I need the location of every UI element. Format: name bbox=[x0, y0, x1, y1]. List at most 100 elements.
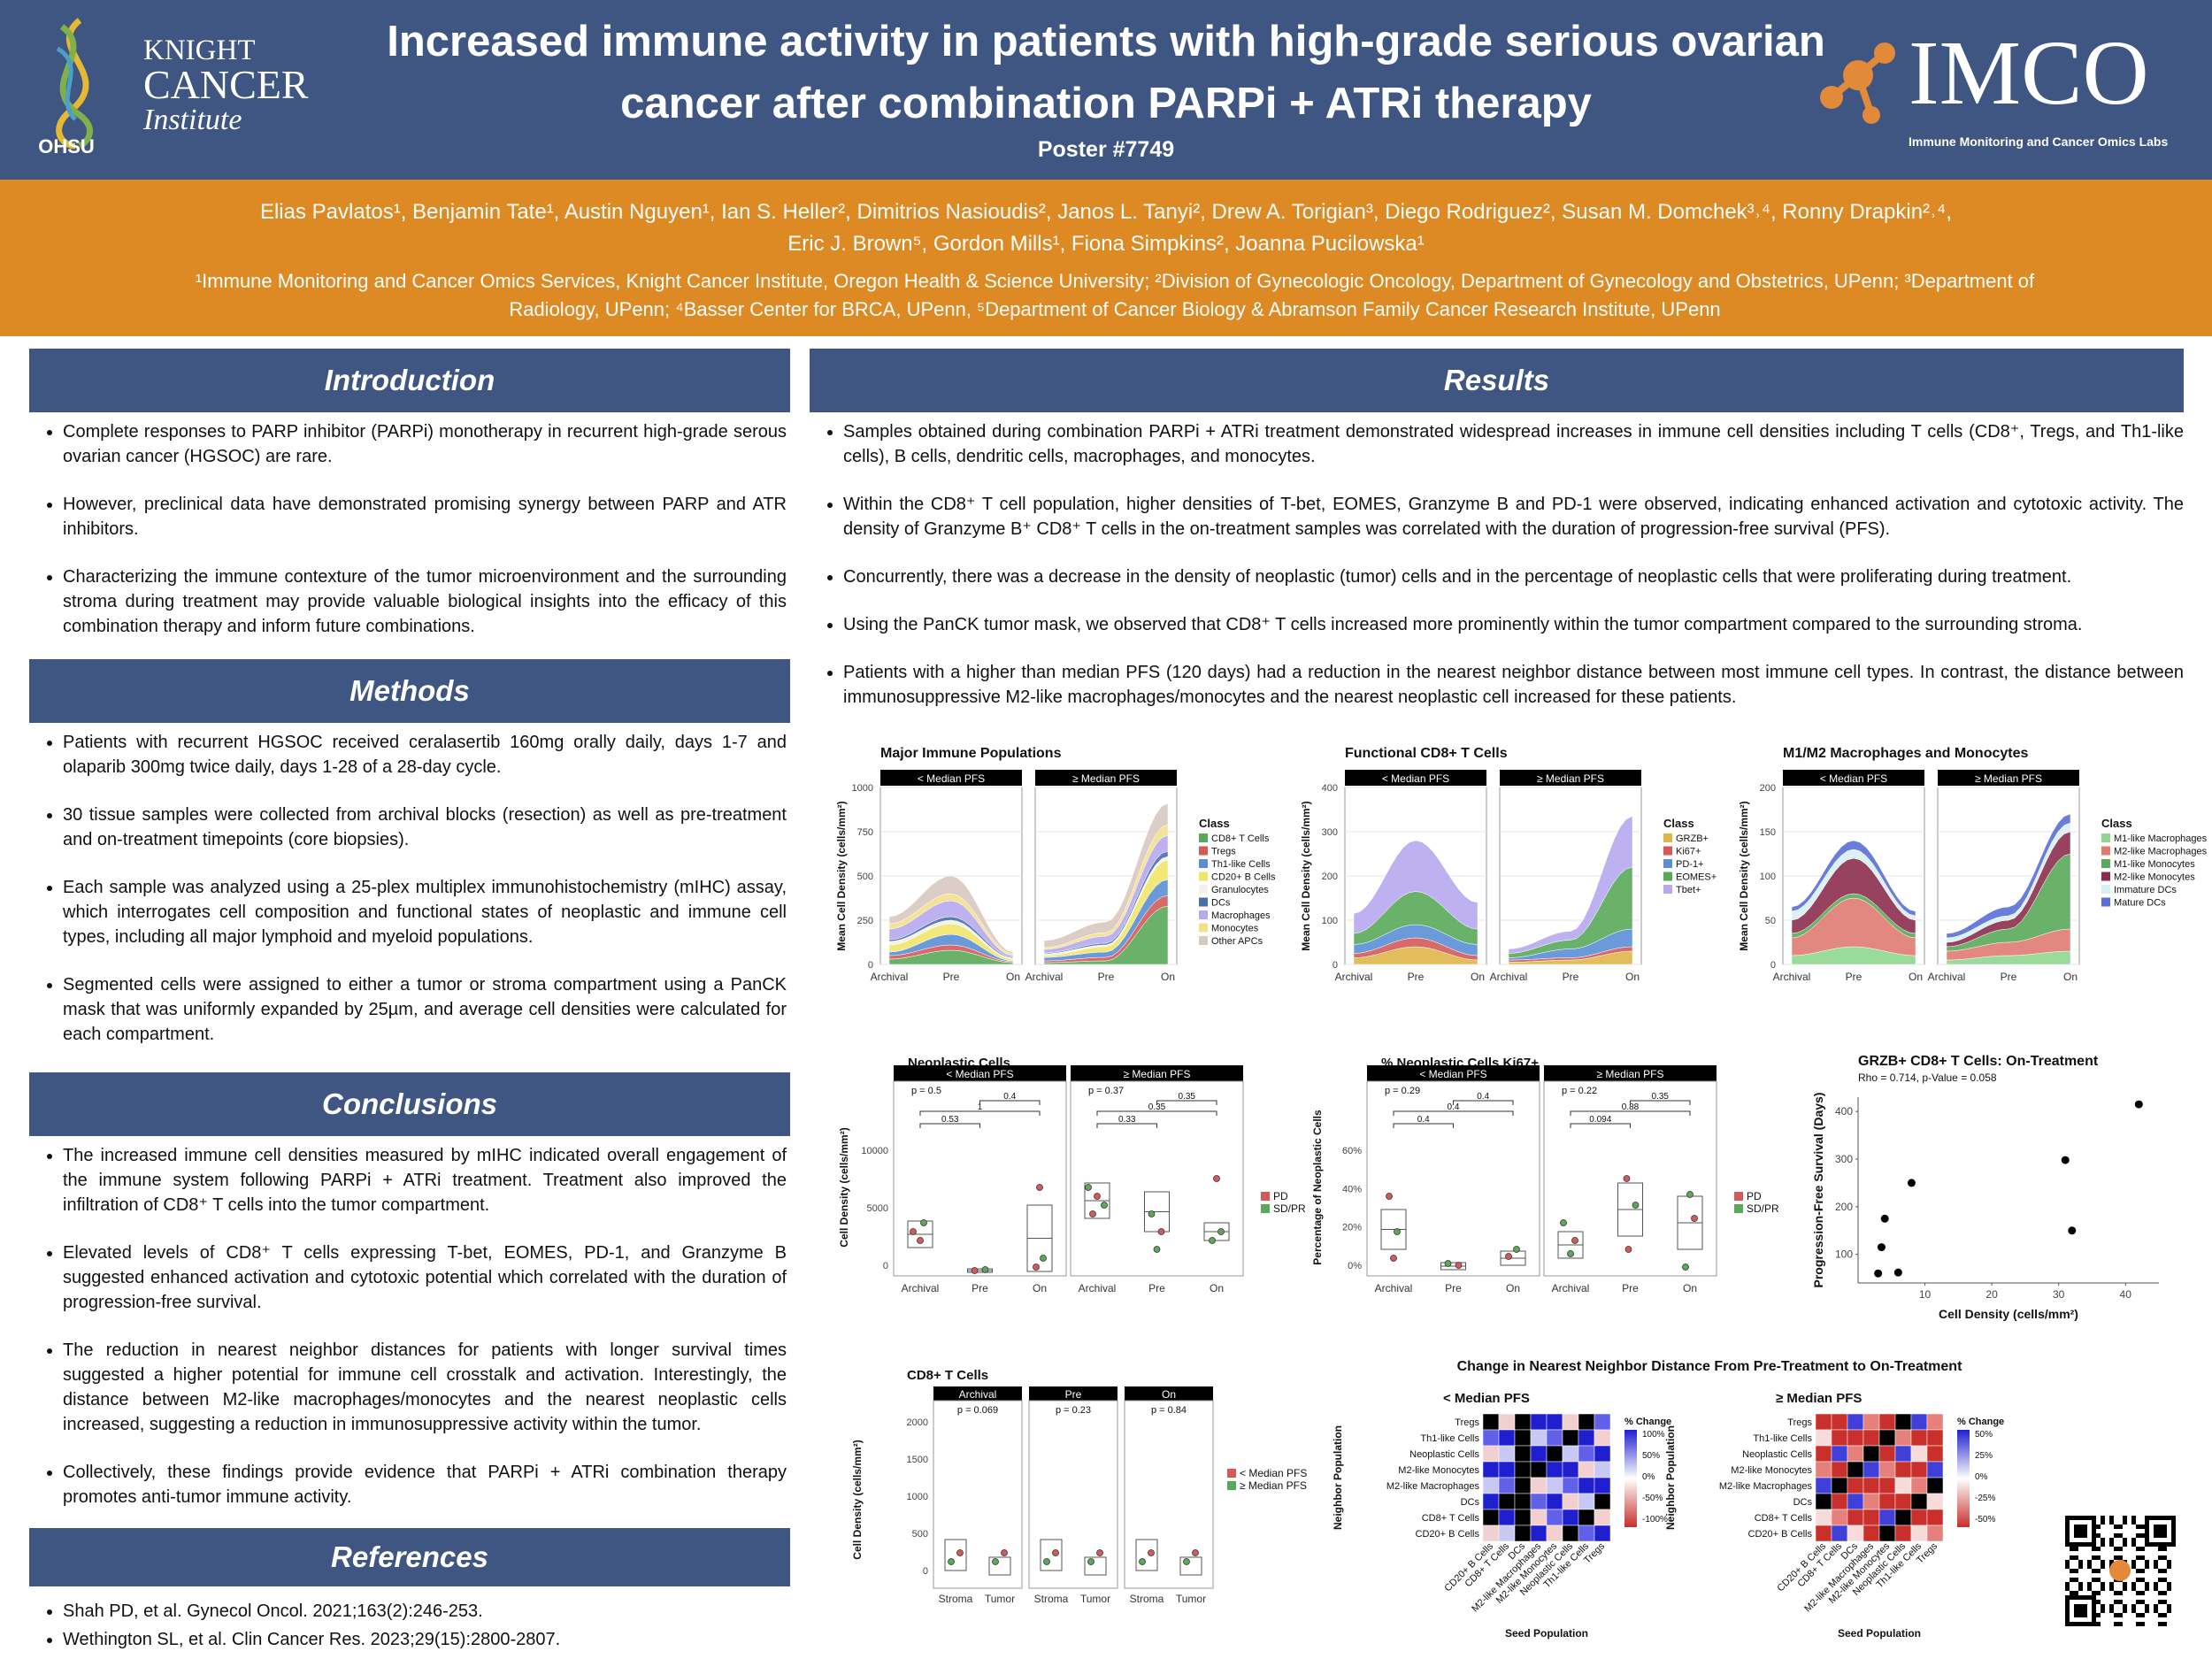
data-point bbox=[1183, 1558, 1190, 1565]
qr-module bbox=[2154, 1525, 2158, 1529]
heatmap-cell bbox=[1894, 1509, 1912, 1526]
comparison-p-label: 0.53 bbox=[941, 1115, 959, 1125]
y-tick-label: 1000 bbox=[907, 1492, 928, 1502]
data-point bbox=[1139, 1558, 1146, 1565]
qr-module bbox=[2158, 1533, 2162, 1538]
data-point bbox=[1148, 1210, 1156, 1217]
legend-entry: Th1-like Cells bbox=[1211, 859, 1271, 870]
qr-module bbox=[2136, 1569, 2140, 1573]
heatmap-cell bbox=[1514, 1493, 1532, 1510]
heatmap-cell bbox=[1910, 1429, 1928, 1447]
heatmap-cell bbox=[1926, 1429, 1944, 1447]
heatmap-cell bbox=[1530, 1445, 1548, 1463]
legend-tick-label: 0% bbox=[1642, 1472, 1655, 1482]
qr-module bbox=[2065, 1613, 2070, 1617]
heatmap-cell bbox=[1562, 1477, 1579, 1494]
y-axis-label: Cell Density (cells/mm²) bbox=[838, 1127, 850, 1247]
methods-bullet: Segmented cells were assigned to either … bbox=[63, 972, 787, 1047]
heatmap-row-label: Tregs bbox=[1455, 1417, 1479, 1428]
data-point bbox=[920, 1219, 927, 1226]
legend-title: Class bbox=[1663, 817, 1694, 830]
qr-module bbox=[2074, 1525, 2078, 1529]
heatmap-cell bbox=[1498, 1429, 1516, 1447]
qr-module bbox=[2145, 1529, 2149, 1533]
legend-entry: DCs bbox=[1211, 898, 1231, 909]
qr-module bbox=[2171, 1542, 2176, 1547]
y-tick-label: 300 bbox=[1322, 827, 1338, 838]
conclusions-section: The increased immune cell densities meas… bbox=[29, 1136, 787, 1532]
qr-module bbox=[2158, 1529, 2162, 1533]
qr-module bbox=[2078, 1516, 2083, 1520]
qr-module bbox=[2118, 1622, 2123, 1626]
qr-module bbox=[2162, 1547, 2167, 1551]
legend-swatch bbox=[1227, 1481, 1236, 1490]
heatmap-cell bbox=[1926, 1461, 1944, 1479]
qr-module bbox=[2101, 1582, 2105, 1586]
area-series bbox=[1353, 840, 1479, 934]
qr-module bbox=[2092, 1617, 2096, 1622]
legend-swatch bbox=[1199, 872, 1208, 881]
data-point bbox=[1096, 1549, 1103, 1556]
qr-module bbox=[2078, 1613, 2083, 1617]
qr-module bbox=[2145, 1525, 2149, 1529]
x-tick-label: Tumor bbox=[985, 1593, 1015, 1605]
qr-module bbox=[2167, 1604, 2171, 1609]
heatmap-cell bbox=[1530, 1525, 1548, 1542]
comparison-bracket bbox=[1570, 1110, 1691, 1116]
heatmap-cell bbox=[1910, 1525, 1928, 1542]
x-tick-label: On bbox=[1625, 971, 1640, 983]
qr-module bbox=[2167, 1542, 2171, 1547]
data-point bbox=[1001, 1549, 1008, 1556]
heatmap-cell bbox=[1530, 1461, 1548, 1479]
heatmap-cell bbox=[1498, 1461, 1516, 1479]
legend-entry: M1-like Monocytes bbox=[2114, 859, 2195, 870]
qr-module bbox=[2074, 1591, 2078, 1595]
reference-item: Shah PD, et al. Gynecol Oncol. 2021;163(… bbox=[63, 1599, 787, 1624]
scatter-point bbox=[1893, 1268, 1902, 1277]
qr-module bbox=[2065, 1622, 2070, 1626]
results-bullet: Within the CD8⁺ T cell population, highe… bbox=[843, 492, 2184, 541]
y-tick-label: 100 bbox=[1322, 916, 1338, 926]
comparison-bracket bbox=[919, 1110, 1041, 1116]
heatmap-row-label: CD8+ T Cells bbox=[1755, 1513, 1813, 1524]
legend-entry: GRZB+ bbox=[1676, 833, 1709, 844]
p-value-label: p = 0.5 bbox=[911, 1086, 941, 1096]
heatmap-cell bbox=[1863, 1445, 1880, 1463]
imco-logo: IMCO Immune Monitoring and Cancer Omics … bbox=[1809, 25, 2199, 159]
qr-module bbox=[2145, 1533, 2149, 1538]
qr-module bbox=[2162, 1533, 2167, 1538]
facet-strip bbox=[1125, 1386, 1213, 1401]
x-tick-label: Pre bbox=[1445, 1282, 1462, 1294]
qr-module bbox=[2154, 1516, 2158, 1520]
y-tick-label: 5000 bbox=[867, 1203, 888, 1214]
heatmap-cell bbox=[1831, 1509, 1848, 1526]
x-tick-label: On bbox=[1161, 971, 1175, 983]
qr-module bbox=[2123, 1520, 2127, 1525]
data-point bbox=[1192, 1549, 1199, 1556]
legend-tick-label: 25% bbox=[1975, 1451, 1993, 1461]
chart-subtitle: Rho = 0.714, p-Value = 0.058 bbox=[1858, 1071, 1997, 1084]
qr-module bbox=[2123, 1609, 2127, 1613]
qr-module bbox=[2096, 1622, 2101, 1626]
data-point bbox=[1217, 1228, 1225, 1235]
qr-module bbox=[2092, 1555, 2096, 1560]
qr-module bbox=[2114, 1555, 2118, 1560]
qr-module bbox=[2092, 1547, 2096, 1551]
qr-module bbox=[2123, 1542, 2127, 1547]
qr-module bbox=[2092, 1595, 2096, 1600]
qr-module bbox=[2096, 1578, 2101, 1582]
qr-module bbox=[2074, 1529, 2078, 1533]
legend-entry: Mature DCs bbox=[2114, 898, 2166, 909]
x-tick-label: On bbox=[1909, 971, 1923, 983]
heatmap-cell bbox=[1926, 1509, 1944, 1526]
qr-module bbox=[2065, 1595, 2070, 1600]
legend-swatch bbox=[1734, 1204, 1743, 1213]
heatmap-cell bbox=[1863, 1493, 1880, 1510]
heatmap-row-label: M2-like Monocytes bbox=[1398, 1465, 1479, 1476]
qr-module bbox=[2167, 1564, 2171, 1569]
heatmap-cell bbox=[1546, 1413, 1563, 1431]
y-tick-label: 100 bbox=[1760, 872, 1776, 882]
comparison-p-label: 1 bbox=[978, 1102, 983, 1112]
data-point bbox=[1560, 1219, 1567, 1226]
qr-module bbox=[2162, 1578, 2167, 1582]
